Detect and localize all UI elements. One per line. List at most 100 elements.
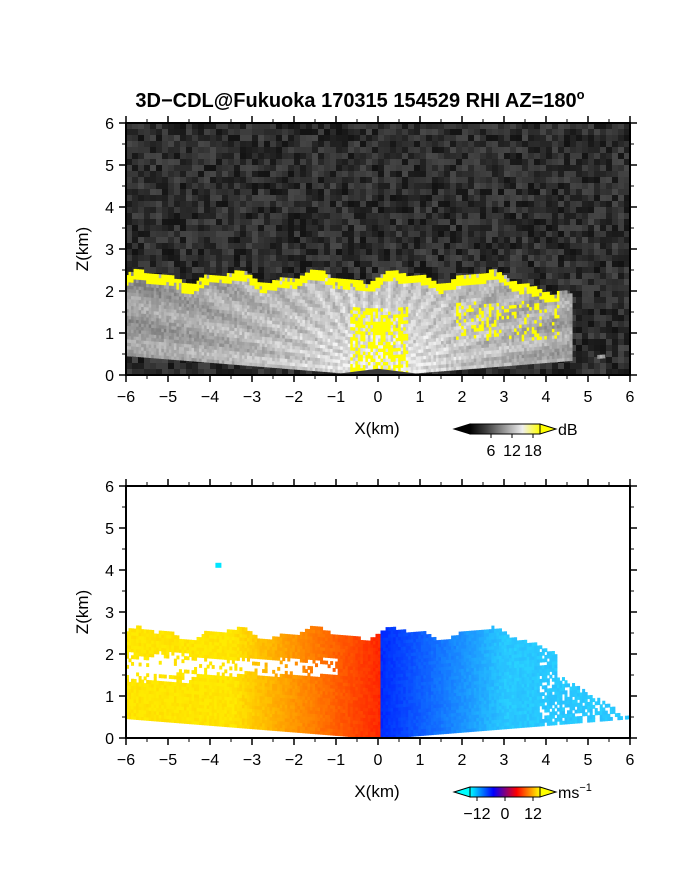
snr-cell: [244, 301, 248, 306]
snr-noise-cell: [372, 147, 378, 153]
snr-cell: [221, 292, 225, 297]
snr-cell: [178, 326, 182, 331]
snr-cell: [181, 356, 185, 361]
snr-cell: [194, 340, 198, 345]
snr-cell: [231, 300, 235, 305]
snr-cell: [148, 330, 152, 335]
snr-noise-cell: [600, 291, 606, 297]
snr-cell: [214, 345, 218, 350]
snr-noise-cell: [414, 267, 420, 273]
snr-cell: [156, 348, 160, 352]
snr-cell: [133, 279, 137, 283]
snr-cell: [219, 285, 223, 290]
snr-noise-cell: [594, 231, 600, 237]
snr-noise-cell: [462, 129, 468, 135]
snr-noise-cell: [432, 159, 438, 165]
snr-noise-cell: [258, 141, 264, 147]
snr-noise-cell: [588, 195, 594, 201]
snr-noise-cell: [570, 357, 576, 363]
snr-cell: [126, 328, 130, 333]
snr-cell: [138, 299, 142, 304]
snr-cell: [191, 357, 195, 362]
snr-cell: [133, 309, 137, 314]
snr-noise-cell: [300, 231, 306, 237]
snr-noise-cell: [588, 369, 594, 375]
snr-noise-cell: [276, 249, 282, 255]
snr-noise-cell: [540, 129, 546, 135]
snr-cell: [231, 296, 235, 301]
snr-cell: [209, 301, 213, 306]
snr-cell: [176, 299, 180, 304]
snr-cell: [259, 292, 263, 297]
snr-noise-cell: [582, 255, 588, 261]
snr-noise-cell: [618, 147, 624, 153]
snr-cell: [216, 352, 220, 357]
snr-cell: [126, 288, 130, 293]
snr-noise-cell: [330, 165, 336, 171]
snr-noise-cell: [126, 243, 132, 249]
snr-cell: [252, 278, 256, 283]
snr-noise-cell: [516, 213, 522, 219]
snr-cell: [201, 304, 205, 309]
snr-noise-cell: [354, 249, 360, 255]
snr-noise-cell: [432, 249, 438, 255]
snr-noise-cell: [564, 267, 570, 273]
snr-noise-cell: [192, 183, 198, 189]
snr-cell: [199, 294, 203, 299]
snr-noise-cell: [498, 123, 504, 129]
snr-noise-cell: [624, 333, 630, 339]
snr-cell: [163, 291, 167, 296]
snr-noise-cell: [234, 135, 240, 141]
snr-cell: [166, 315, 170, 320]
snr-noise-cell: [546, 261, 552, 267]
snr-noise-cell: [132, 243, 138, 249]
snr-cell: [183, 293, 187, 297]
snr-cell: [236, 300, 240, 305]
snr-cell: [254, 308, 258, 313]
snr-noise-cell: [126, 195, 132, 201]
snr-noise-cell: [390, 255, 396, 261]
snr-noise-cell: [546, 219, 552, 225]
snr-noise-cell: [552, 363, 558, 369]
snr-noise-cell: [288, 369, 294, 375]
snr-noise-cell: [162, 255, 168, 261]
snr-noise-cell: [282, 249, 288, 255]
snr-cell: [156, 327, 160, 332]
snr-cell: [244, 348, 248, 353]
snr-cell: [183, 326, 187, 331]
snr-cell: [236, 327, 240, 332]
snr-noise-cell: [444, 261, 450, 267]
snr-noise-cell: [510, 177, 516, 183]
snr-noise-cell: [522, 267, 528, 273]
snr-cell: [244, 314, 248, 319]
snr-cell: [239, 337, 243, 342]
snr-noise-cell: [498, 231, 504, 237]
snr-cell: [234, 357, 238, 362]
snr-cell: [161, 341, 165, 346]
snr-noise-cell: [270, 213, 276, 219]
snr-noise-cell: [480, 129, 486, 135]
snr-cell: [141, 353, 145, 358]
snr-noise-cell: [450, 273, 456, 279]
snr-cell: [194, 297, 198, 302]
snr-cell: [221, 349, 225, 354]
snr-noise-cell: [624, 243, 630, 249]
snr-noise-cell: [270, 189, 276, 195]
snr-noise-cell: [612, 255, 618, 261]
snr-cell: [239, 274, 243, 278]
snr-noise-cell: [570, 249, 576, 255]
snr-noise-cell: [516, 363, 522, 369]
snr-noise-cell: [600, 279, 606, 285]
snr-noise-cell: [138, 165, 144, 171]
snr-cell: [156, 280, 160, 285]
snr-cell: [143, 283, 147, 288]
snr-cell: [236, 347, 240, 352]
snr-noise-cell: [498, 243, 504, 249]
snr-cell: [244, 271, 248, 275]
snr-noise-cell: [588, 291, 594, 297]
snr-cell: [234, 313, 238, 318]
snr-noise-cell: [126, 219, 132, 225]
snr-noise-cell: [198, 255, 204, 261]
snr-noise-cell: [174, 213, 180, 219]
snr-cell: [209, 325, 213, 330]
